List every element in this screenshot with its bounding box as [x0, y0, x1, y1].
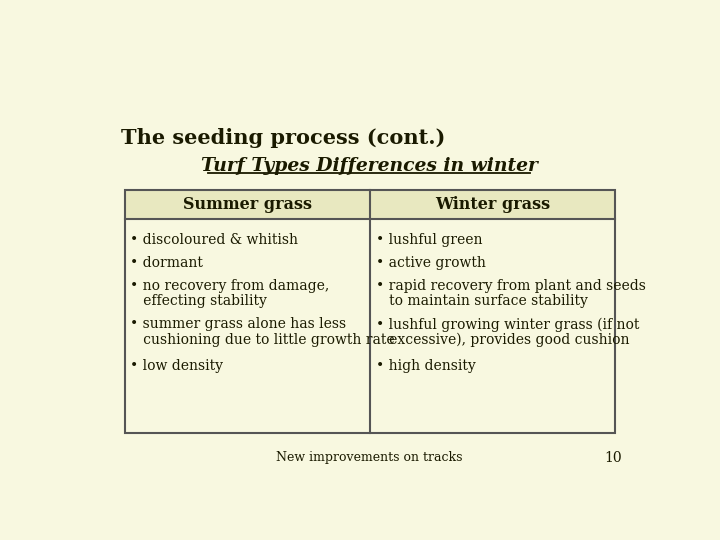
Text: • no recovery from damage,: • no recovery from damage, [130, 279, 330, 293]
Text: • high density: • high density [376, 359, 475, 373]
Text: Turf Types Differences in winter: Turf Types Differences in winter [201, 158, 537, 176]
Text: • active growth: • active growth [376, 256, 485, 270]
Text: • dormant: • dormant [130, 256, 203, 270]
Text: New improvements on tracks: New improvements on tracks [276, 451, 462, 464]
Text: cushioning due to little growth rate: cushioning due to little growth rate [130, 333, 395, 347]
Text: effecting stability: effecting stability [130, 294, 267, 308]
Bar [125, 190, 616, 433]
Text: • discoloured & whitish: • discoloured & whitish [130, 233, 298, 247]
Text: • lushful growing winter grass (if not: • lushful growing winter grass (if not [376, 318, 639, 332]
Text: The seeding process (cont.): The seeding process (cont.) [121, 128, 446, 148]
Text: 10: 10 [604, 450, 622, 464]
Bar [125, 190, 616, 219]
Text: • rapid recovery from plant and seeds: • rapid recovery from plant and seeds [376, 279, 645, 293]
Text: excessive), provides good cushion: excessive), provides good cushion [376, 333, 629, 347]
Text: • summer grass alone has less: • summer grass alone has less [130, 318, 346, 332]
Text: • lushful green: • lushful green [376, 233, 482, 247]
Text: • low density: • low density [130, 359, 223, 373]
Text: Summer grass: Summer grass [183, 195, 312, 213]
Text: Winter grass: Winter grass [436, 195, 550, 213]
Text: to maintain surface stability: to maintain surface stability [376, 294, 588, 308]
